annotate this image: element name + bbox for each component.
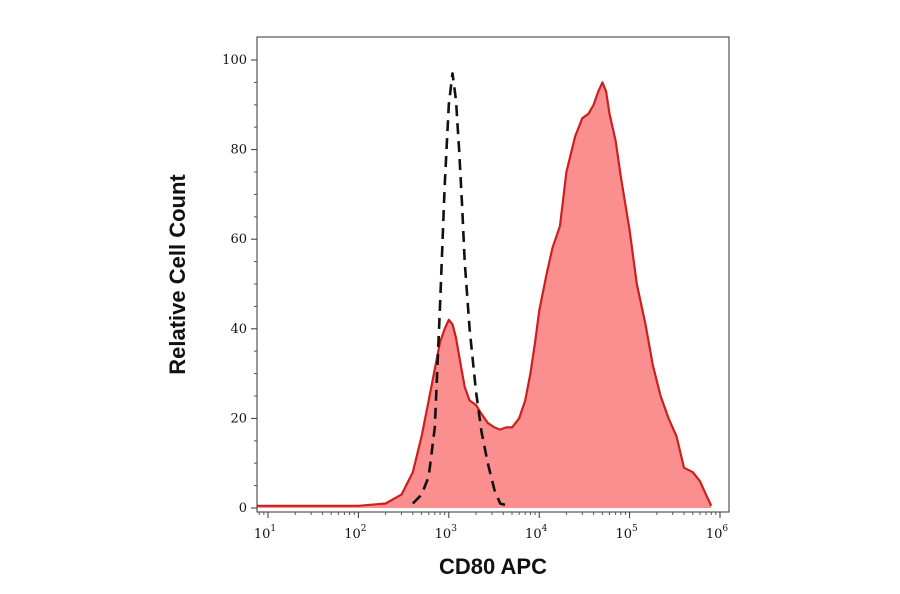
x-tick-label-1: 102 [344,524,366,542]
series-0-line [257,81,713,507]
series-1-line [411,72,509,508]
y-axis-title: Relative Cell Count [165,174,190,375]
axis-layer: 0 20 40 60 80 100 101 102 103 104 105 106 [222,53,728,542]
series-layer [257,72,713,509]
x-tick-label-0: 101 [254,524,276,542]
y-tick-label-1: 20 [230,411,247,426]
y-tick-label-2: 40 [230,322,247,337]
x-axis-title: CD80 APC [439,554,547,579]
y-tick-label-4: 80 [230,143,247,158]
x-tick-label-5: 106 [706,524,729,542]
y-tick-label-0: 0 [239,501,247,516]
x-tick-label-3: 104 [525,524,548,542]
series-0-area [257,82,712,509]
plot-frame [256,36,730,513]
y-tick-label-5: 100 [222,53,247,68]
x-tick-label-2: 103 [435,524,458,542]
y-tick-label-3: 60 [230,232,247,247]
x-tick-label-4: 105 [615,524,638,542]
